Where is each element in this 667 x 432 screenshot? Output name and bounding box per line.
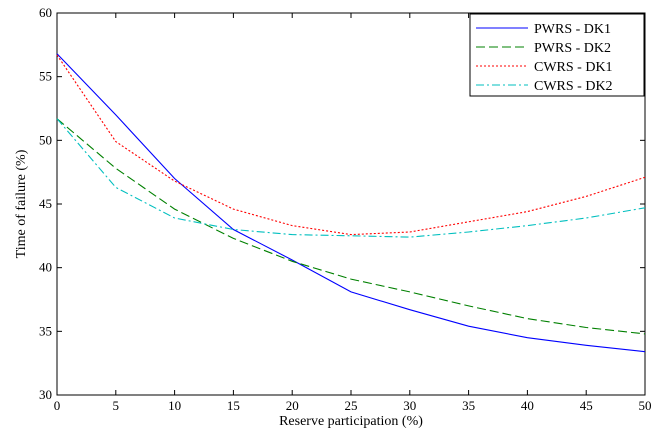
y-tick-label: 55 [39, 69, 52, 84]
legend-label-1: PWRS - DK1 [534, 22, 611, 37]
x-tick-label: 35 [462, 398, 475, 413]
x-tick-label: 20 [286, 398, 299, 413]
x-tick-label: 50 [639, 398, 652, 413]
x-tick-label: 5 [113, 398, 120, 413]
series-line-1 [56, 53, 646, 353]
y-tick-label: 45 [39, 196, 52, 211]
series-line-2 [56, 118, 646, 335]
x-tick-label: 10 [168, 398, 181, 413]
y-axis-label: Time of failure (%) [14, 149, 29, 258]
x-tick-label: 30 [403, 398, 416, 413]
x-axis-label: Reserve participation (%) [279, 414, 423, 429]
series-line-4 [56, 118, 646, 238]
legend-label-4: CWRS - DK2 [534, 79, 613, 94]
x-tick-label: 40 [521, 398, 534, 413]
legend: PWRS - DK1 PWRS - DK2 CWRS - DK1 CWRS - DK2 [469, 13, 645, 97]
legend-label-3: CWRS - DK1 [534, 60, 613, 75]
legend-label-2: PWRS - DK2 [534, 41, 611, 56]
y-tick-label: 35 [39, 323, 52, 338]
y-tick-label: 40 [39, 260, 52, 275]
x-tick-label: 0 [54, 398, 61, 413]
series-lines [56, 53, 646, 353]
x-tick-label: 25 [345, 398, 358, 413]
y-tick-label: 60 [39, 5, 52, 20]
x-tick-label: 45 [580, 398, 593, 413]
y-tick-label: 30 [39, 387, 52, 402]
series-line-3 [56, 54, 646, 236]
y-tick-label: 50 [39, 132, 52, 147]
axis-ticks: 0 5 10 15 20 25 30 35 40 45 50 30 35 40 45 50 55 60 [39, 5, 652, 413]
x-tick-label: 15 [227, 398, 240, 413]
